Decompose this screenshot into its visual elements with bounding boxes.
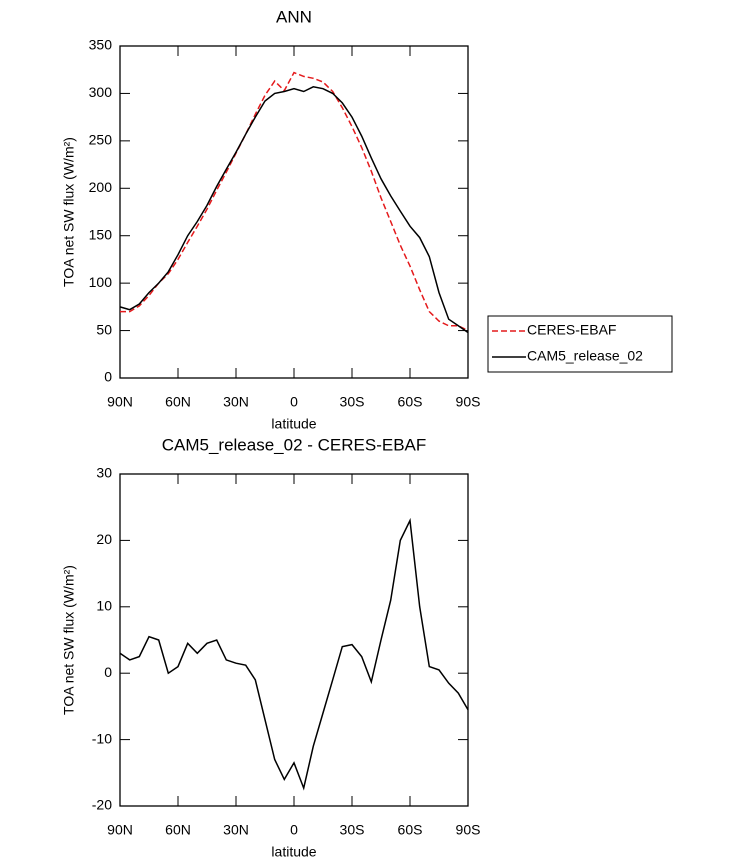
x-tick-label: 30N: [223, 822, 249, 838]
legend-label: CERES-EBAF: [527, 322, 616, 338]
x-tick-label: 60S: [398, 394, 423, 410]
plot-frame: [119, 45, 469, 379]
y-tick-label: 200: [89, 179, 113, 195]
y-axis-label: TOA net SW flux (W/m²): [61, 565, 77, 715]
y-tick-label: 20: [96, 531, 112, 547]
legend-label: CAM5_release_02: [527, 348, 643, 364]
x-tick-label: 30N: [223, 394, 249, 410]
x-tick-label: 90S: [456, 822, 481, 838]
x-tick-label: 0: [290, 822, 298, 838]
x-tick-label: 30S: [340, 822, 365, 838]
data-line: [119, 517, 469, 791]
x-tick-label: 90N: [107, 394, 133, 410]
legend-box: [487, 315, 673, 373]
y-tick-label: 30: [96, 465, 112, 481]
x-tick-label: 60N: [165, 822, 191, 838]
y-tick-label: 150: [89, 226, 113, 242]
y-tick-label: 350: [89, 37, 113, 53]
data-line: [119, 86, 469, 334]
y-tick-label: 0: [104, 369, 112, 385]
y-tick-label: 50: [96, 321, 112, 337]
y-tick-label: -10: [92, 730, 112, 746]
chart-title: ANN: [276, 7, 312, 26]
y-tick-label: -20: [92, 797, 112, 813]
x-tick-label: 60N: [165, 394, 191, 410]
y-tick-label: 0: [104, 664, 112, 680]
plot-frame: [119, 473, 469, 807]
chart-title: CAM5_release_02 - CERES-EBAF: [162, 435, 427, 454]
x-tick-label: 90S: [456, 394, 481, 410]
data-line: [120, 71, 469, 332]
x-axis-label: latitude: [271, 416, 316, 432]
x-tick-label: 90N: [107, 822, 133, 838]
x-axis-label: latitude: [271, 844, 316, 860]
y-tick-label: 10: [96, 598, 112, 614]
x-tick-label: 60S: [398, 822, 423, 838]
x-tick-label: 0: [290, 394, 298, 410]
y-axis-label: TOA net SW flux (W/m²): [61, 137, 77, 287]
x-tick-label: 30S: [340, 394, 365, 410]
y-tick-label: 300: [89, 84, 113, 100]
y-tick-label: 250: [89, 132, 113, 148]
y-tick-label: 100: [89, 274, 113, 290]
